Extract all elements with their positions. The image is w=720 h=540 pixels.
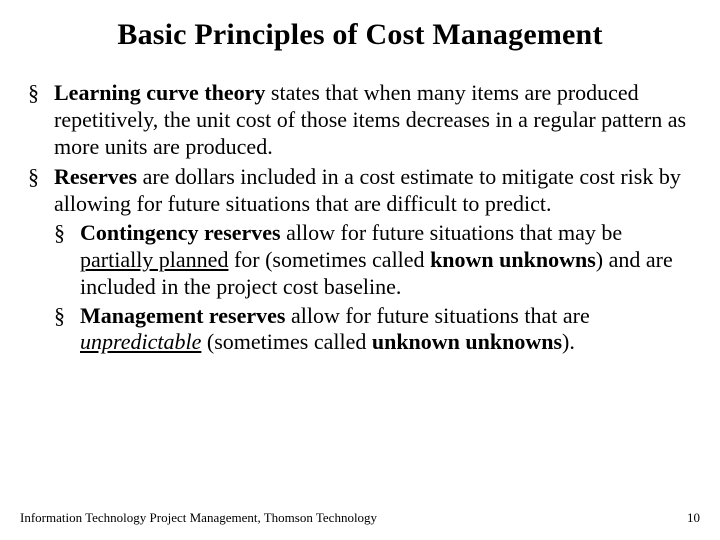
bullet-text: ). [562, 329, 575, 354]
underline-text: partially planned [80, 247, 228, 272]
footer-text: Information Technology Project Managemen… [20, 510, 377, 526]
bullet-bold-lead: Management reserves [80, 303, 285, 328]
page-number: 10 [687, 510, 700, 526]
list-item: Management reserves allow for future sit… [54, 303, 692, 357]
bullet-text: (sometimes called [201, 329, 371, 354]
list-item: Contingency reserves allow for future si… [54, 220, 692, 300]
bullet-list-level1: Learning curve theory states that when m… [28, 80, 692, 356]
underline-italic-text: unpredictable [80, 329, 201, 354]
bullet-text: are dollars included in a cost estimate … [54, 164, 681, 216]
slide-title: Basic Principles of Cost Management [28, 18, 692, 52]
bullet-text: allow for future situations that are [285, 303, 589, 328]
list-item: Reserves are dollars included in a cost … [28, 164, 692, 356]
bullet-text: for (sometimes called [228, 247, 430, 272]
bullet-bold-lead: Learning curve theory [54, 80, 265, 105]
bold-text: unknown unknowns [372, 329, 562, 354]
bullet-bold-lead: Reserves [54, 164, 137, 189]
list-item: Learning curve theory states that when m… [28, 80, 692, 160]
slide-footer: Information Technology Project Managemen… [20, 510, 700, 526]
bold-text: known unknowns [430, 247, 596, 272]
bullet-text: allow for future situations that may be [281, 220, 623, 245]
bullet-bold-lead: Contingency reserves [80, 220, 281, 245]
bullet-list-level2: Contingency reserves allow for future si… [54, 220, 692, 356]
